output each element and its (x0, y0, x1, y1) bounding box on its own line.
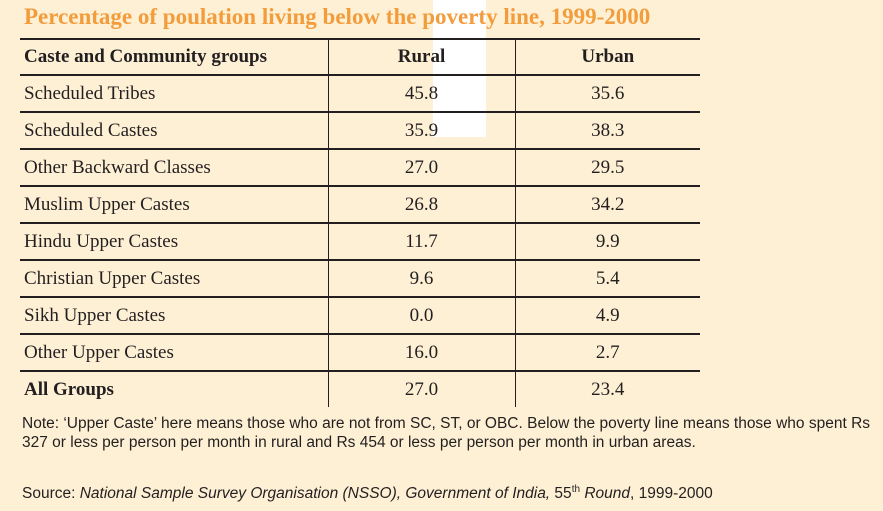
source-line: Source: National Sample Survey Organisat… (22, 480, 882, 503)
table-row: Christian Upper Castes 9.6 5.4 (20, 259, 700, 297)
table-row: Muslim Upper Castes 26.8 34.2 (20, 185, 700, 223)
table-row: Sikh Upper Castes 0.0 4.9 (20, 296, 700, 334)
rural-value: 16.0 (327, 333, 515, 371)
total-urban-value: 23.4 (514, 370, 700, 407)
group-name: Sikh Upper Castes (20, 296, 328, 334)
source-round-word: Round (580, 485, 631, 503)
group-name: Other Upper Castes (20, 333, 328, 371)
urban-value: 5.4 (514, 259, 700, 297)
group-name: Hindu Upper Castes (20, 222, 328, 260)
group-name: Scheduled Tribes (20, 74, 328, 112)
group-name: Christian Upper Castes (20, 259, 328, 297)
table-row: Scheduled Castes 35.9 38.3 (20, 111, 700, 149)
table-row: Scheduled Tribes 45.8 35.6 (20, 74, 700, 112)
urban-value: 38.3 (514, 111, 700, 149)
page-title: Percentage of poulation living below the… (24, 4, 651, 29)
total-group-name: All Groups (20, 370, 328, 407)
source-round-sup: th (571, 484, 581, 495)
source-prefix: Source: (22, 485, 80, 503)
table-row: Hindu Upper Castes 11.7 9.9 (20, 222, 700, 260)
urban-value: 29.5 (514, 148, 700, 186)
rural-value: 27.0 (327, 148, 515, 186)
group-name: Muslim Upper Castes (20, 185, 328, 223)
poverty-table: Caste and Community groups Rural Urban S… (20, 38, 700, 407)
urban-value: 2.7 (514, 333, 700, 371)
group-name: Other Backward Classes (20, 148, 328, 186)
header-caste-group: Caste and Community groups (20, 38, 328, 76)
total-rural-value: 27.0 (327, 370, 515, 407)
header-rural: Rural (327, 38, 515, 76)
rural-value: 11.7 (327, 222, 515, 260)
urban-value: 4.9 (514, 296, 700, 334)
table-note: Note: ‘Upper Caste’ here means those who… (22, 415, 871, 451)
table-total-row: All Groups 27.0 23.4 (20, 370, 700, 407)
rural-value: 26.8 (327, 185, 515, 223)
rural-value: 9.6 (327, 259, 515, 297)
source-org: National Sample Survey Organisation (NSS… (79, 485, 551, 503)
table-header-row: Caste and Community groups Rural Urban (20, 38, 700, 76)
source-years: , 1999-2000 (630, 485, 713, 503)
rural-value: 35.9 (327, 111, 515, 149)
source-round-num: 55 (550, 485, 572, 503)
urban-value: 35.6 (514, 74, 700, 112)
table-row: Other Upper Castes 16.0 2.7 (20, 333, 700, 371)
rural-value: 45.8 (327, 74, 515, 112)
header-urban: Urban (514, 38, 700, 76)
table-row: Other Backward Classes 27.0 29.5 (20, 148, 700, 186)
urban-value: 34.2 (514, 185, 700, 223)
group-name: Scheduled Castes (20, 111, 328, 149)
urban-value: 9.9 (514, 222, 700, 260)
rural-value: 0.0 (327, 296, 515, 334)
